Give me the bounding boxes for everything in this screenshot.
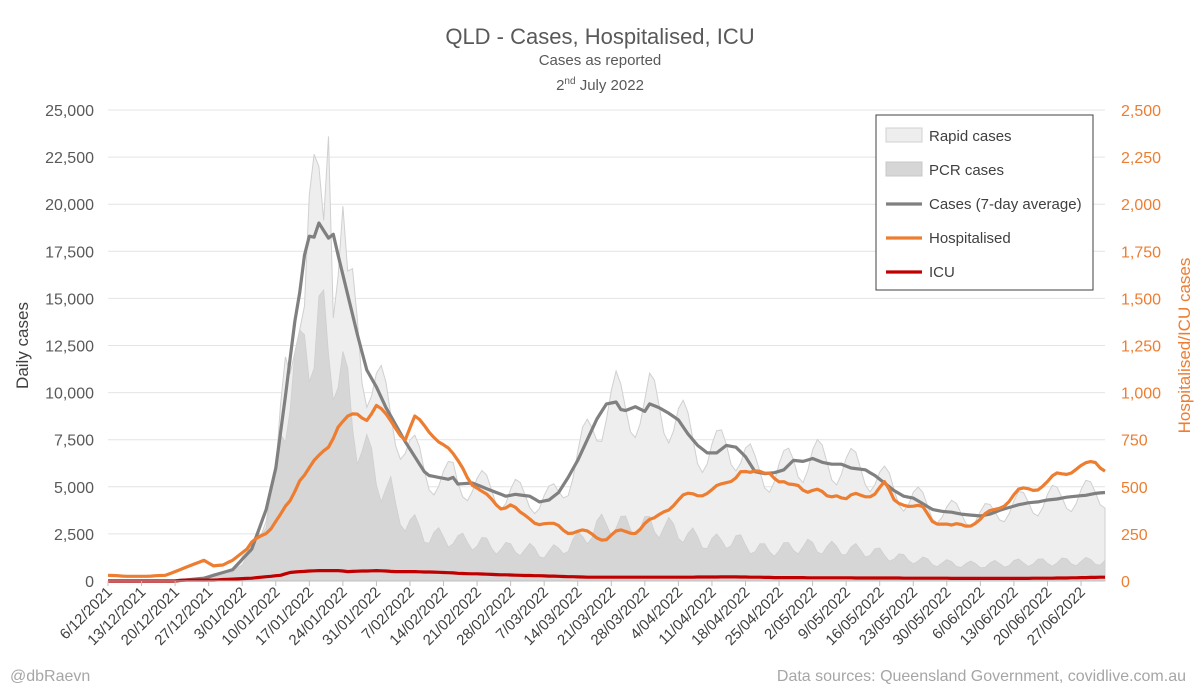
series-hospitalised (107, 403, 1106, 578)
y-tick-label: 7,500 (54, 433, 94, 450)
y2-axis-title: Hospitalised/ICU cases (1175, 258, 1194, 434)
legend-label: PCR cases (929, 162, 1004, 179)
date-suffix: nd (564, 76, 576, 87)
y-tick-label: 2,500 (54, 527, 94, 544)
y-tick-label: 0 (85, 574, 94, 591)
footer-sources: Data sources: Queensland Government, cov… (776, 668, 1186, 685)
series-lines (107, 221, 1106, 583)
date-rest: July 2022 (579, 77, 644, 94)
legend-label: Cases (7-day average) (929, 196, 1082, 213)
y-tick-label: 20,000 (45, 197, 94, 214)
y2-tick-label: 750 (1121, 433, 1148, 450)
y2-tick-label: 1,750 (1121, 244, 1161, 261)
y-tick-label: 25,000 (45, 103, 94, 120)
footer-handle: @dbRaevn (10, 668, 91, 685)
y2-tick-label: 2,500 (1121, 103, 1161, 120)
y2-tick-label: 2,250 (1121, 150, 1161, 167)
y-tick-label: 22,500 (45, 150, 94, 167)
legend-label: ICU (929, 264, 955, 281)
y2-tick-label: 1,250 (1121, 339, 1161, 356)
chart-title: QLD - Cases, Hospitalised, ICU (445, 24, 755, 49)
y-tick-label: 12,500 (45, 339, 94, 356)
y2-tick-label: 250 (1121, 527, 1148, 544)
legend-label: Rapid cases (929, 128, 1012, 145)
y-axis-title: Daily cases (13, 302, 32, 389)
legend-swatch-rapid (885, 127, 923, 143)
legend-label: Hospitalised (929, 230, 1011, 247)
series-icu (108, 569, 1105, 583)
date-day: 2 (556, 77, 565, 94)
legend-swatch-pcr (885, 161, 923, 177)
y-tick-label: 10,000 (45, 386, 94, 403)
chart-date: 2nd July 2022 (0, 76, 1200, 94)
chart-subtitle: Cases as reported (538, 52, 662, 69)
y2-tick-label: 1,000 (1121, 386, 1161, 403)
series-cases-7day-avg (108, 221, 1106, 583)
y-tick-label: 15,000 (45, 291, 94, 308)
y2-tick-label: 500 (1121, 480, 1148, 497)
y2-tick-label: 0 (1121, 574, 1130, 591)
y-tick-label: 5,000 (54, 480, 94, 497)
y-tick-label: 17,500 (45, 244, 94, 261)
y2-tick-label: 2,000 (1121, 197, 1161, 214)
y2-tick-label: 1,500 (1121, 291, 1161, 308)
legend: Rapid cases PCR cases Cases (7-day average… (875, 114, 1094, 291)
